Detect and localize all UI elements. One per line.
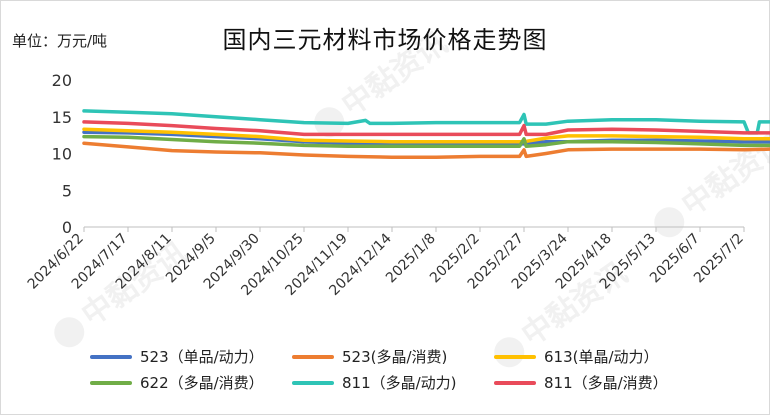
legend-item: 523(多晶/消费) — [292, 346, 447, 367]
unit-label: 单位：万元/吨 — [12, 32, 108, 50]
series-line-5 — [82, 120, 770, 137]
y-tick-label: 5 — [62, 181, 72, 200]
legend-swatch — [292, 354, 334, 359]
chart-title: 国内三元材料市场价格走势图 — [222, 26, 548, 54]
legend-swatch — [494, 380, 536, 385]
legend-label: 622（多晶/消费） — [140, 374, 264, 392]
legend-item: 622（多晶/消费） — [90, 372, 264, 393]
legend-swatch — [90, 380, 132, 385]
legend-label: 523（单品/动力） — [140, 348, 264, 366]
y-tick-label: 0 — [62, 218, 72, 237]
y-tick-label: 10 — [52, 145, 72, 164]
legend-item: 811（多晶/消费） — [494, 372, 668, 393]
series-line-0 — [82, 130, 770, 146]
legend-item: 811（多晶/动力) — [292, 372, 457, 393]
legend-label: 613(单晶/动力） — [544, 348, 659, 366]
legend-swatch — [90, 354, 132, 359]
series-line-1 — [82, 141, 770, 159]
series-line-4 — [82, 109, 770, 135]
legend-label: 811（多晶/消费） — [544, 374, 668, 392]
legend-swatch — [494, 354, 536, 359]
series-line-2 — [82, 127, 770, 144]
legend-label: 523(多晶/消费) — [342, 348, 448, 366]
legend-item: 613(单晶/动力） — [494, 346, 659, 367]
legend-item: 523（单品/动力） — [90, 346, 264, 367]
legend-label: 811（多晶/动力) — [342, 374, 457, 392]
series-line-3 — [82, 134, 770, 148]
legend-swatch — [292, 380, 334, 385]
y-tick-label: 20 — [52, 71, 72, 90]
line-chart: 051015202024/6/222024/7/172024/8/112024/… — [25, 71, 770, 299]
y-tick-label: 15 — [52, 108, 72, 127]
